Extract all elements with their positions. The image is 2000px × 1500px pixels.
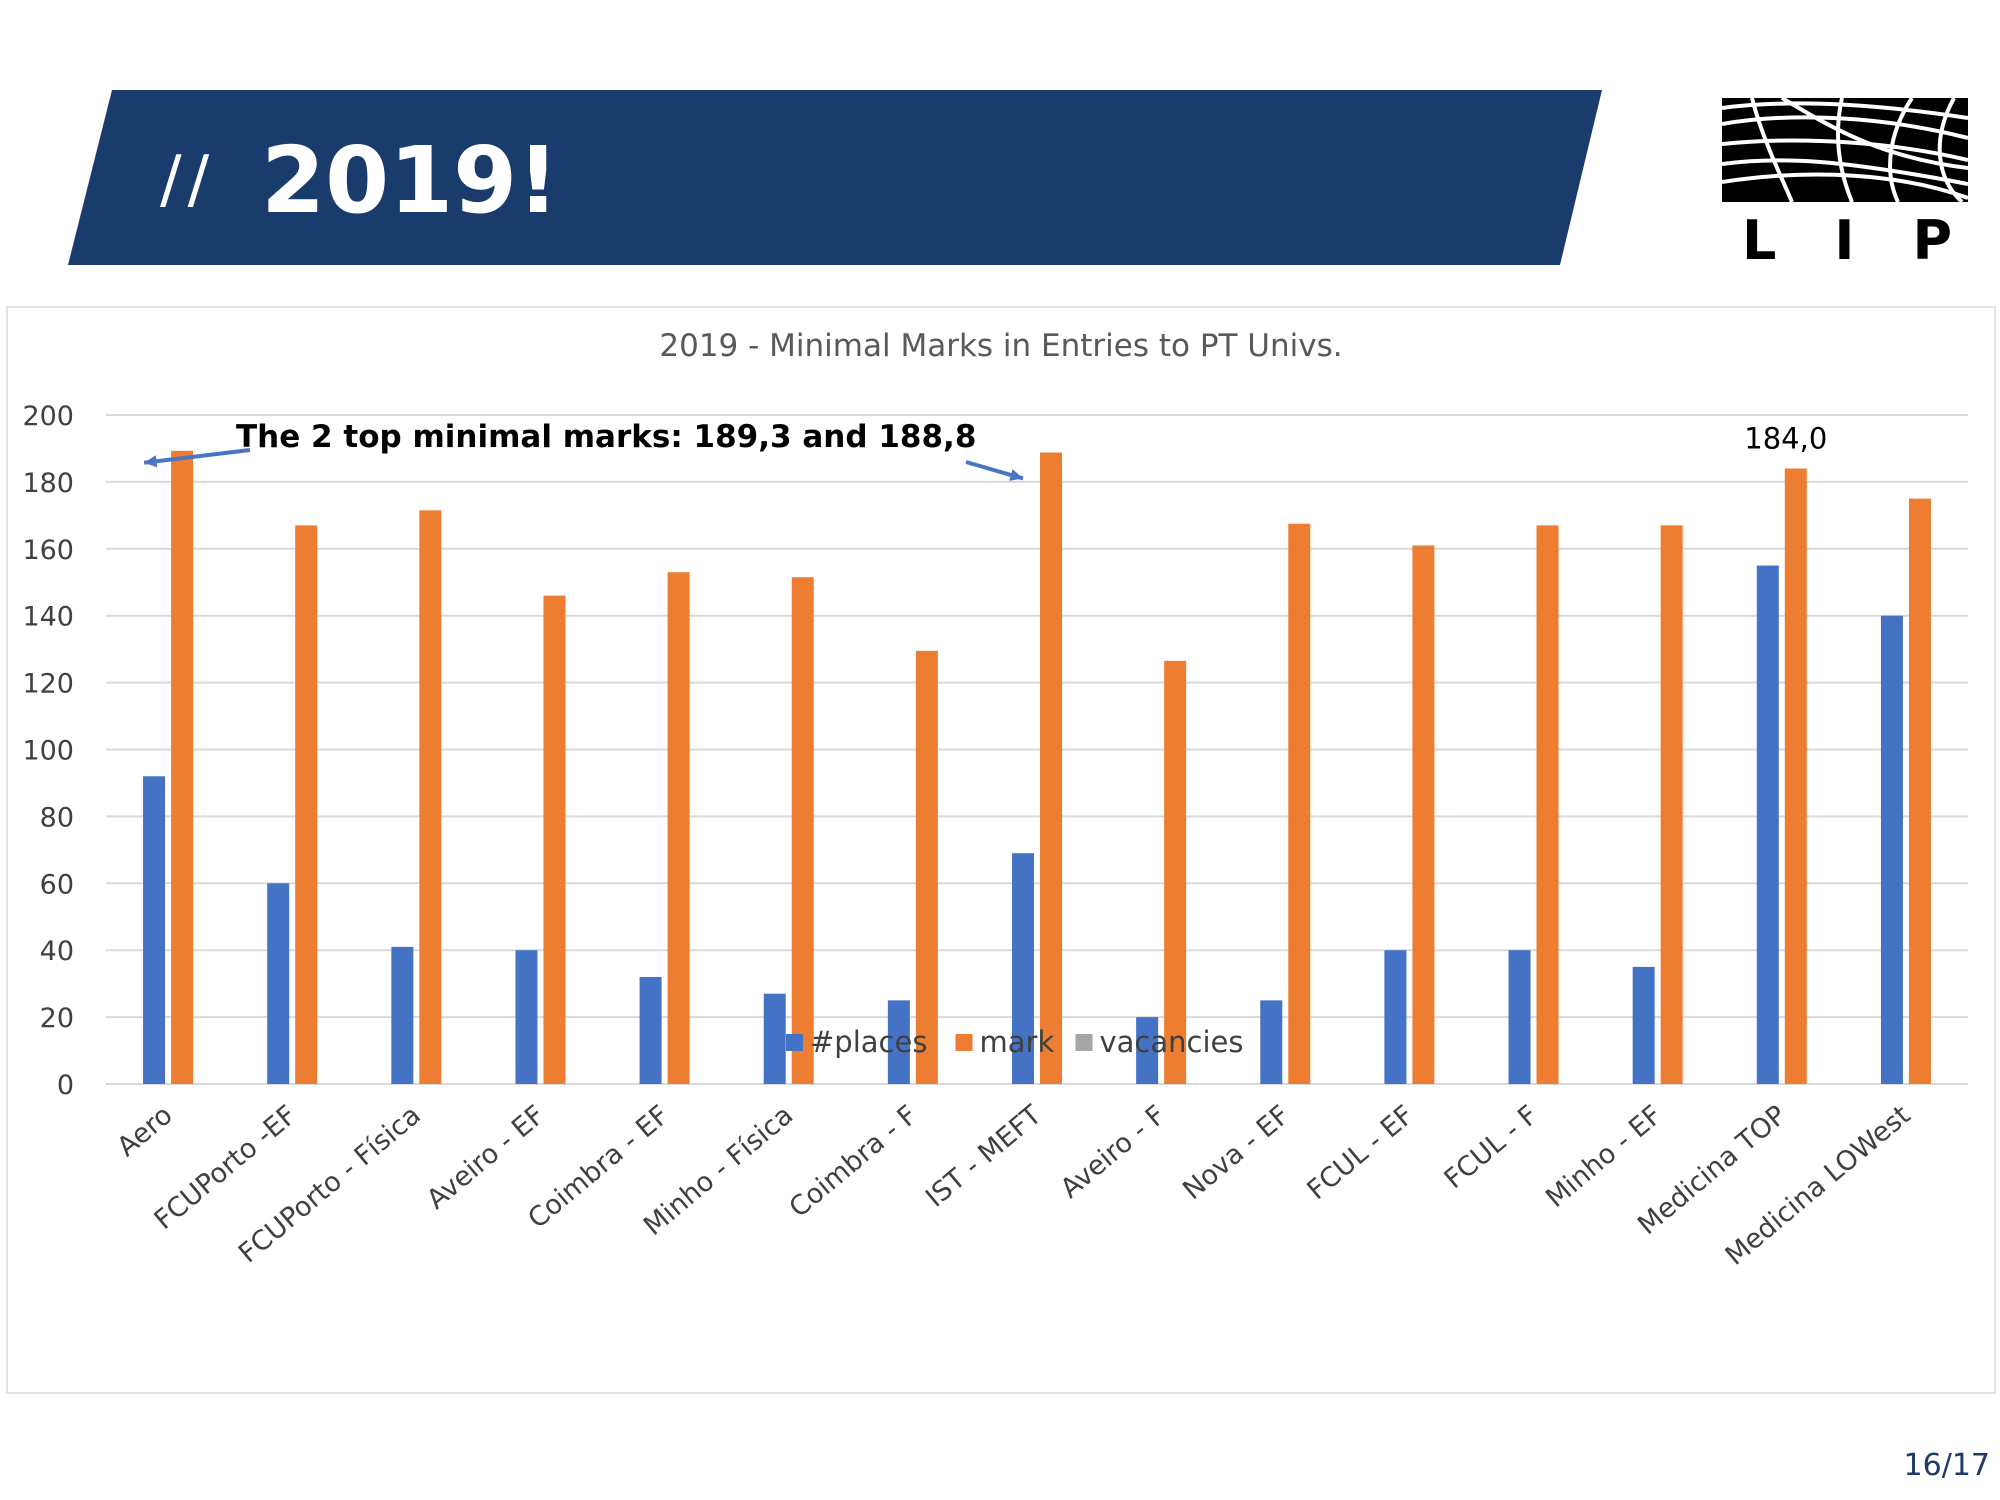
- data-label-medicina-top: 184,0: [1744, 422, 1827, 456]
- y-tick-label: 20: [40, 1003, 74, 1034]
- legend-label: #places: [810, 1025, 927, 1059]
- places-bar: [887, 1000, 910, 1084]
- mark-bar: [1412, 545, 1435, 1084]
- legend-swatch: [1075, 1034, 1093, 1051]
- mark-bar: [1040, 452, 1062, 1084]
- y-tick-label: 60: [40, 869, 74, 900]
- places-bar: [267, 883, 290, 1084]
- x-tick-label: Minho - EF: [1540, 1100, 1668, 1214]
- y-tick-label: 160: [22, 535, 74, 566]
- mark-bar: [1784, 468, 1807, 1084]
- x-tick-label: IST - MEFT: [920, 1099, 1048, 1213]
- mark-bar: [295, 525, 318, 1084]
- mark-bar: [791, 577, 814, 1084]
- places-bar: [1012, 853, 1034, 1084]
- legend-swatch: [955, 1034, 973, 1051]
- places-bar: [1260, 1000, 1283, 1084]
- x-tick-label: FCUL - F: [1439, 1100, 1544, 1196]
- y-tick-label: 80: [40, 802, 74, 833]
- lip-logo: LIP: [1721, 96, 2000, 272]
- page-number: 16/17: [1903, 1448, 1990, 1483]
- slide-title-group: // 2019!: [160, 120, 559, 240]
- places-bar: [515, 950, 538, 1084]
- places-bar: [1384, 950, 1407, 1084]
- legend-label: mark: [980, 1025, 1055, 1059]
- mark-bar: [915, 650, 938, 1084]
- places-bar: [763, 993, 786, 1084]
- places-bar: [1508, 950, 1531, 1084]
- chart-frame: 2019 - Minimal Marks in Entries to PT Un…: [6, 306, 1996, 1394]
- y-tick-label: 0: [57, 1070, 74, 1101]
- mark-bar: [171, 450, 194, 1084]
- y-tick-label: 40: [40, 936, 74, 967]
- mark-bar: [1660, 525, 1683, 1084]
- annotation-arrow-ist-head: [1009, 469, 1023, 481]
- y-tick-label: 200: [22, 401, 74, 432]
- annotation-text: The 2 top minimal marks: 189,3 and 188,8: [236, 419, 976, 455]
- x-tick-label: Aveiro - EF: [421, 1100, 551, 1216]
- places-bar: [391, 946, 414, 1084]
- x-tick-label: Coimbra - F: [784, 1100, 924, 1224]
- title-banner: [68, 90, 1602, 265]
- x-tick-label: Aveiro - F: [1055, 1100, 1172, 1205]
- bar-chart: 2019 - Minimal Marks in Entries to PT Un…: [22, 328, 1968, 1272]
- y-tick-label: 120: [22, 669, 74, 700]
- x-tick-label: Nova - EF: [1177, 1100, 1296, 1207]
- slide-title: 2019!: [261, 126, 560, 234]
- x-tick-label: Aero: [111, 1100, 178, 1163]
- places-bar: [1756, 565, 1779, 1084]
- chart-title: 2019 - Minimal Marks in Entries to PT Un…: [659, 328, 1342, 364]
- lip-logo-text: LIP: [1742, 209, 2000, 272]
- places-bar: [1880, 615, 1903, 1084]
- y-tick-label: 100: [22, 736, 74, 767]
- mark-bar: [419, 510, 442, 1084]
- banner-shape: [68, 90, 1602, 265]
- places-bar: [1632, 966, 1655, 1084]
- mark-bar: [1536, 525, 1559, 1084]
- x-tick-label: FCUL - EF: [1301, 1100, 1420, 1206]
- mark-bar: [1908, 498, 1931, 1084]
- annotation-arrow-aero: [143, 448, 251, 465]
- y-tick-label: 180: [22, 468, 74, 499]
- lip-logo-mark-icon: [1721, 96, 1969, 204]
- mark-bar: [543, 595, 566, 1084]
- title-slashes: //: [160, 143, 216, 217]
- legend-label: vacancies: [1100, 1025, 1244, 1059]
- mark-bar: [1288, 523, 1311, 1084]
- y-tick-label: 140: [22, 602, 74, 633]
- places-bar: [639, 976, 662, 1084]
- legend-swatch: [786, 1034, 803, 1051]
- mark-bar: [667, 572, 690, 1084]
- annotation-arrow-aero-head: [144, 455, 158, 468]
- places-bar: [1136, 1017, 1159, 1084]
- mark-bar: [1164, 660, 1187, 1084]
- places-bar: [143, 776, 166, 1084]
